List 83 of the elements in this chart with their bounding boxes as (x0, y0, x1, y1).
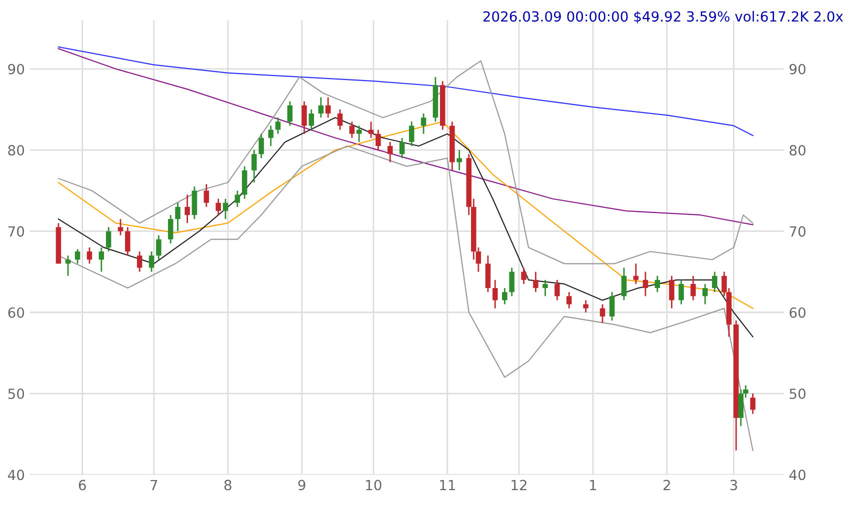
candlestick (669, 275, 674, 310)
x-tick-label: 11 (440, 480, 455, 490)
candlestick (609, 291, 615, 322)
line-series (58, 48, 754, 226)
candlestick (98, 246, 104, 272)
y-tick-label: 80 (8, 145, 24, 156)
x-tick-label: 12 (512, 480, 526, 490)
candlestick (168, 214, 174, 244)
y-tick-label: 70 (8, 226, 24, 237)
candlestick (502, 287, 508, 305)
y-tick-label: 40 (8, 470, 24, 480)
chart-title: 2026.03.09 00:00:00 $49.92 3.59% vol:617.2K 2.0x (483, 10, 844, 24)
candlestick (702, 283, 708, 305)
x-tick-label: 8 (224, 480, 232, 490)
candlestick (251, 149, 257, 184)
candlestick (318, 96, 324, 118)
x-tick-label: 2 (664, 480, 670, 490)
candlestick (204, 183, 210, 208)
candlestick (156, 234, 162, 260)
y2-tick-label: 90 (790, 64, 806, 74)
candlestick (325, 96, 331, 118)
candlestick (148, 250, 154, 272)
candlestick (337, 108, 343, 130)
y2-tick-label: 60 (790, 307, 806, 318)
x-tick-label: 1 (590, 480, 596, 490)
y2-tick-label: 40 (789, 470, 806, 480)
candlestick (136, 250, 142, 272)
candlestick (600, 304, 606, 324)
candlestick (308, 108, 314, 130)
candlestick (356, 125, 362, 143)
candlestick (349, 120, 355, 139)
candlestick (712, 271, 718, 293)
y-tick-label: 90 (8, 64, 24, 74)
candlestick (125, 226, 130, 256)
candlestick (621, 267, 627, 301)
candlestick (654, 275, 660, 293)
candlestick (408, 120, 414, 147)
candlestick (456, 149, 462, 172)
candlestick (388, 141, 393, 163)
candlestick (234, 190, 240, 208)
line-series (58, 46, 754, 136)
candlestick (106, 226, 112, 252)
y2-tick-label: 50 (790, 388, 806, 400)
candlestick (399, 137, 405, 159)
candlestick (302, 100, 307, 135)
candlestick (268, 125, 274, 147)
candlestick (678, 279, 684, 305)
candlestick (566, 291, 572, 310)
y-tick-label: 60 (8, 307, 24, 318)
candlestick (184, 194, 190, 224)
x-tick-label: 6 (78, 480, 86, 490)
candlestick (258, 133, 264, 159)
candlestick (287, 100, 293, 126)
candlestick (554, 279, 560, 301)
candlestick (642, 271, 648, 297)
candlestick (420, 112, 426, 135)
candlestick (521, 267, 526, 285)
x-tick-label: 3 (730, 480, 738, 490)
candlestick (750, 392, 756, 415)
candlestick (216, 198, 221, 216)
candlestick (633, 262, 639, 285)
line-series (58, 60, 754, 264)
candlestick (376, 129, 381, 151)
candlestick (222, 198, 228, 220)
candlestick (368, 120, 374, 139)
candlestick (74, 248, 80, 264)
candlestick (65, 254, 71, 277)
x-tick-label: 7 (150, 480, 158, 490)
candlestick (118, 218, 124, 236)
x-tick-label: 9 (298, 480, 306, 490)
candlestick (175, 202, 180, 232)
candlestick (275, 116, 281, 135)
candlestick (542, 279, 548, 297)
candlestick (690, 275, 696, 301)
candlestick (86, 246, 92, 264)
y2-tick-label: 70 (790, 226, 806, 237)
y-tick-label: 50 (8, 388, 24, 400)
candlestick (533, 271, 538, 293)
candlestick (583, 300, 588, 314)
candlestick (492, 279, 498, 310)
y2-tick-label: 80 (790, 145, 806, 156)
x-tick-label: 10 (366, 480, 382, 490)
candlestick (509, 267, 514, 297)
